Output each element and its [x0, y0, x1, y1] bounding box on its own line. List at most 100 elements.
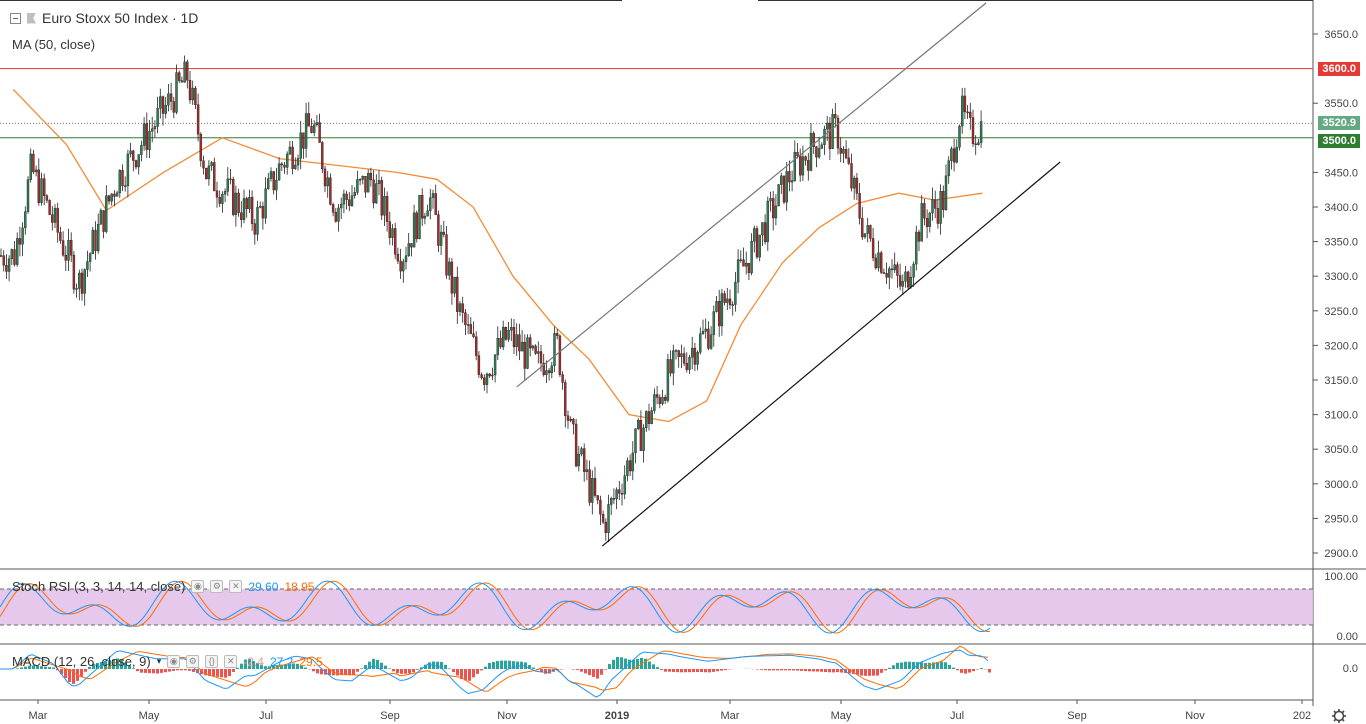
candle-body — [518, 334, 521, 352]
macd-histogram-bar — [980, 668, 983, 669]
collapse-icon[interactable] — [10, 12, 21, 24]
candle-body — [32, 153, 35, 173]
candle-body — [820, 144, 823, 149]
candle-body — [51, 214, 54, 223]
macd-histogram-bar — [224, 669, 227, 678]
current-price-badge: 3520.9 — [1318, 116, 1360, 130]
candle-body — [931, 199, 934, 214]
macd-histogram-bar — [400, 669, 403, 674]
candle-body — [539, 351, 543, 364]
candle-body — [345, 193, 348, 200]
candle-body — [210, 162, 213, 167]
candle-body — [34, 169, 38, 173]
candle-body — [123, 185, 127, 187]
candle-body — [383, 195, 386, 216]
macd-histogram-bar — [60, 669, 63, 675]
candle-body — [839, 147, 842, 154]
macd-histogram-bar — [396, 669, 399, 674]
macd-histogram-bar — [908, 661, 911, 669]
macd-histogram-bar — [200, 669, 203, 675]
macd-histogram-bar — [612, 659, 615, 669]
candle-body — [10, 249, 14, 260]
candle-body — [207, 165, 211, 180]
macd-histogram-bar — [540, 669, 543, 673]
candles-group — [0, 55, 983, 542]
chevron-down-icon[interactable]: ▾ — [156, 656, 162, 666]
macd-histogram-bar — [144, 669, 147, 673]
macd-histogram-bar — [896, 662, 899, 669]
candle-body — [688, 357, 691, 370]
macd-histogram-bar — [444, 664, 447, 669]
candle-body — [407, 243, 410, 256]
candle-body — [110, 193, 113, 202]
macd-histogram-bar — [768, 669, 771, 671]
candle-body — [780, 175, 783, 185]
macd-histogram-bar — [900, 662, 903, 669]
macd-histogram-bar — [448, 668, 451, 669]
candle-body — [534, 345, 537, 354]
candle-body — [250, 196, 254, 224]
candle-body — [253, 223, 257, 235]
support-price-badge: 3500.0 — [1318, 134, 1360, 148]
candle-body — [736, 259, 740, 283]
candle-body — [234, 192, 238, 215]
macd-histogram-bar — [452, 669, 455, 673]
macd-histogram-bar — [772, 669, 775, 671]
price-tick-label: 2900.0 — [1324, 548, 1358, 560]
close-icon[interactable]: ✕ — [224, 655, 238, 668]
candle-body — [43, 178, 46, 196]
macd-histogram-bar — [944, 662, 947, 669]
macd-histogram-bar — [724, 669, 727, 671]
macd-legend[interactable]: MACD (12, 26, close, 9) ▾ ◉ ⚙ {} ✕ -2.4 … — [12, 654, 323, 669]
macd-histogram-bar — [500, 660, 503, 669]
macd-histogram-bar — [188, 669, 191, 671]
candle-body — [267, 178, 270, 189]
settings-icon[interactable]: ⚙ — [186, 655, 200, 668]
eye-icon[interactable]: ◉ — [191, 580, 205, 593]
candle-body — [480, 374, 483, 379]
candle-body — [0, 255, 3, 257]
ma-legend[interactable]: MA (50, close) — [12, 37, 95, 52]
macd-group — [0, 645, 991, 698]
macd-histogram-bar — [64, 669, 67, 679]
price-levels — [0, 68, 1313, 139]
macd-histogram-bar — [52, 667, 55, 669]
candle-body — [2, 255, 5, 266]
macd-histogram-bar — [180, 669, 183, 671]
trendlines-group[interactable] — [516, 2, 1061, 547]
macd-histogram-bar — [96, 662, 99, 669]
candle-body — [169, 93, 173, 102]
macd-histogram-bar — [468, 669, 471, 681]
close-icon[interactable]: ✕ — [229, 580, 243, 593]
macd-histogram-bar — [624, 658, 627, 669]
candle-body — [612, 498, 616, 500]
macd-histogram-bar — [660, 669, 663, 670]
stoch-rsi-legend[interactable]: Stoch RSI (3, 3, 14, 14, close) ◉ ⚙ ✕ 29… — [12, 579, 314, 594]
macd-histogram-bar — [880, 669, 883, 673]
macd-histogram-bar — [516, 661, 519, 669]
candle-body — [977, 142, 980, 145]
candle-body — [348, 199, 351, 206]
settings-gear-icon[interactable] — [1332, 709, 1346, 723]
time-tick-label: May — [830, 710, 852, 722]
flag-icon[interactable] — [27, 12, 36, 24]
candle-body — [40, 178, 43, 203]
macd-histogram-bar — [776, 669, 779, 671]
macd-histogram-bar — [692, 669, 695, 673]
macd-histogram-bar — [248, 658, 251, 669]
candle-body — [650, 410, 653, 424]
candle-body — [745, 262, 748, 267]
candle-body — [45, 195, 49, 201]
macd-histogram-bar — [544, 669, 547, 674]
candle-body — [796, 152, 799, 156]
macd-histogram-bar — [488, 662, 491, 669]
candle-body — [307, 113, 310, 127]
macd-histogram-bar — [464, 669, 467, 681]
eye-icon[interactable]: ◉ — [167, 655, 181, 668]
settings-icon[interactable]: ⚙ — [210, 580, 224, 593]
braces-icon[interactable]: {} — [205, 655, 219, 668]
macd-histogram-bar — [512, 661, 515, 669]
macd-histogram-bar — [164, 669, 167, 673]
candle-body — [13, 249, 16, 265]
